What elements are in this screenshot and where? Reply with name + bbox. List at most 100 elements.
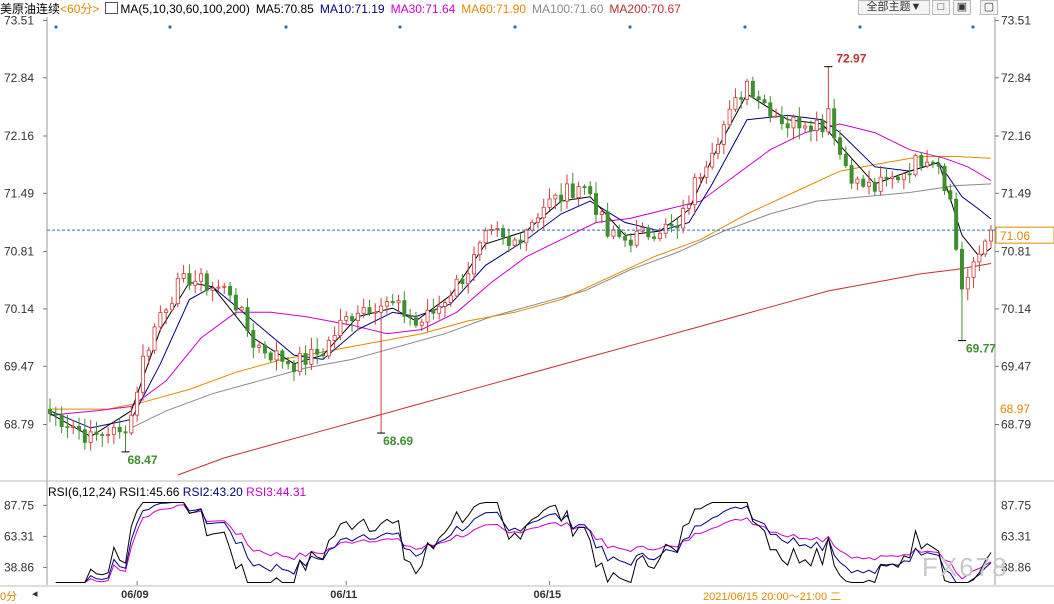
ma10-line: [49, 114, 992, 429]
candle-down: [832, 108, 837, 139]
candle-up: [733, 97, 738, 110]
candle-up: [129, 414, 134, 434]
candle-down: [286, 360, 291, 365]
candle-up: [925, 161, 930, 167]
close-icon[interactable]: ▢: [980, 0, 998, 15]
candle-up: [454, 278, 459, 297]
candle-down: [756, 96, 761, 101]
ma60-axis-label: 68.97: [1000, 402, 1030, 416]
ma30-label: MA30:71.64: [390, 2, 456, 16]
y-tick-label-left: 71.49: [4, 186, 34, 200]
candle-down: [268, 352, 273, 361]
candle-up: [199, 273, 204, 282]
candle-down: [768, 102, 773, 117]
candle-up: [727, 108, 732, 126]
current-price-label: 71.06: [1000, 229, 1030, 243]
candle-down: [204, 273, 209, 291]
ma10-label: MA10:71.19: [319, 2, 385, 16]
candle-down: [123, 431, 128, 434]
rsi-y-tick-left: 87.75: [4, 498, 34, 512]
period-selector[interactable]: <60分>: [60, 2, 100, 16]
candle-up: [379, 305, 384, 313]
arrow-left-icon[interactable]: ◂: [32, 588, 38, 600]
ma200-line: [177, 263, 992, 476]
candle-down: [896, 176, 901, 181]
candle-up: [512, 239, 517, 246]
candle-up: [437, 305, 442, 314]
candle-up: [826, 108, 831, 133]
candle-up: [169, 303, 174, 311]
marker-dot: [628, 25, 632, 29]
extreme-label: 72.97: [836, 52, 866, 66]
candle-up: [175, 277, 180, 305]
candle-up: [989, 229, 994, 242]
candle-down: [413, 317, 418, 326]
candle-down: [65, 426, 70, 428]
candle-down: [518, 239, 523, 244]
candle-down: [245, 307, 250, 331]
candle-up: [698, 176, 703, 179]
candle-down: [187, 273, 192, 286]
candle-up: [524, 229, 529, 244]
candle-up: [332, 335, 337, 341]
y-tick-label-right: 69.47: [1001, 359, 1031, 373]
current-price-box: [995, 226, 1054, 244]
candle-down: [582, 186, 587, 188]
footer-period: 0分: [0, 591, 18, 603]
candle-down: [501, 228, 506, 238]
candle-down: [785, 123, 790, 129]
candle-down: [762, 99, 767, 104]
candle-down: [570, 183, 575, 198]
fullscreen-icon[interactable]: ▣: [953, 0, 971, 15]
marker-dot: [284, 25, 288, 29]
y-tick-label-right: 68.79: [1001, 417, 1031, 431]
candle-down: [942, 165, 947, 192]
candle-up: [448, 295, 453, 303]
candle-up: [257, 344, 262, 348]
candle-up: [681, 207, 686, 229]
candle-up: [326, 339, 331, 357]
candle-up: [466, 273, 471, 285]
candle-up: [361, 307, 366, 314]
candle-up: [419, 321, 424, 326]
candle-down: [675, 225, 680, 229]
candle-up: [890, 176, 895, 179]
chart-settings-icon[interactable]: [105, 2, 119, 14]
candle-up: [704, 166, 709, 178]
candle-down: [872, 181, 877, 192]
candle-up: [111, 426, 116, 435]
candle-up: [373, 311, 378, 314]
rsi-y-tick-left: 38.86: [4, 560, 34, 574]
rsi3-line: [55, 504, 992, 583]
rsi1-line: [55, 502, 992, 584]
candle-up: [686, 204, 691, 209]
candle-down: [930, 161, 935, 165]
candle-down: [954, 198, 959, 250]
theme-button[interactable]: 全部主题▼: [858, 0, 930, 15]
candle-up: [193, 280, 198, 286]
candle-down: [779, 115, 784, 125]
marker-dot: [398, 25, 402, 29]
ma100-line: [131, 183, 992, 429]
candle-up: [442, 302, 447, 307]
y-tick-label-left: 72.16: [4, 129, 34, 143]
candle-down: [262, 344, 267, 354]
candle-up: [495, 228, 500, 230]
candle-down: [588, 186, 593, 195]
ma30-line: [49, 123, 992, 416]
candle-down: [617, 229, 622, 237]
candle-down: [623, 236, 628, 241]
candle-up: [396, 300, 401, 304]
candle-up: [181, 273, 186, 279]
candle-down: [884, 176, 889, 179]
x-tick-label: 06/11: [330, 589, 357, 601]
candle-up: [535, 217, 540, 223]
candle-up: [477, 242, 482, 255]
restore-icon[interactable]: □: [932, 0, 950, 15]
candle-up: [803, 125, 808, 129]
candle-down: [367, 307, 372, 314]
candle-up: [135, 391, 140, 416]
candle-up: [878, 176, 883, 192]
y-tick-label-right: 70.14: [1001, 302, 1031, 316]
